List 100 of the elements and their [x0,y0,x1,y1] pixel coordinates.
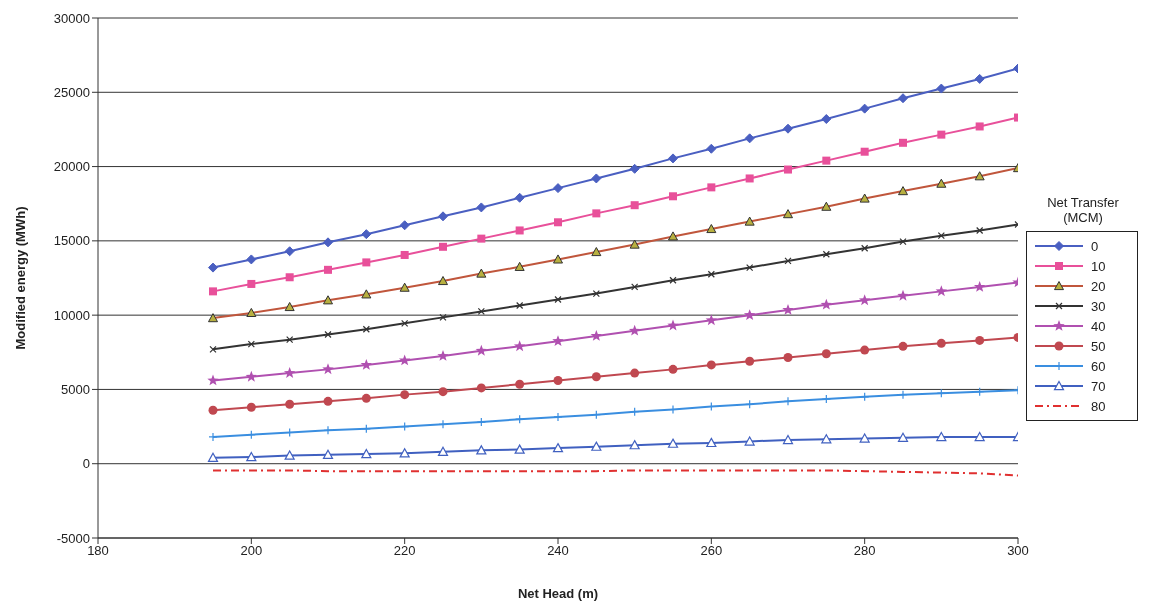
point [898,341,908,351]
point [784,165,792,174]
point [514,444,525,454]
point [744,133,755,144]
point [554,218,562,227]
point [209,345,217,353]
point [361,393,371,403]
point [324,330,332,339]
y-tick-label: 10000 [53,307,90,323]
point [246,451,257,462]
point [553,183,563,194]
legend-label: 10 [1091,258,1106,274]
point [669,192,677,201]
point [668,364,678,374]
point [476,417,486,427]
y-tick-label: 30000 [53,10,90,26]
point [475,344,488,356]
point [399,448,410,458]
point [439,242,447,251]
legend-label: 70 [1091,378,1106,394]
legend-label: 0 [1091,238,1099,254]
point [973,280,986,292]
point [858,294,871,306]
legend-label: 80 [1091,398,1106,414]
x-tick-label: 200 [240,543,263,559]
point [322,363,334,375]
point [592,290,600,298]
point [936,83,947,94]
point [247,340,255,348]
x-axis-title: Net Head (m) [517,586,599,601]
point [898,93,908,104]
point [208,432,218,442]
point [324,265,332,274]
point [399,220,410,231]
point [821,114,832,125]
point [705,314,718,326]
point [438,211,448,222]
point [246,402,256,412]
point [899,238,907,246]
point [285,399,295,409]
point [936,338,946,348]
x-tick-label: 300 [1007,543,1029,559]
point [284,246,295,257]
point [820,298,833,310]
point [975,122,984,131]
point [899,138,907,147]
point [975,335,985,345]
point [208,262,218,273]
point [323,237,333,248]
x-tick-label: 180 [87,543,109,559]
point [936,388,946,398]
point [592,209,601,218]
point [783,352,793,362]
point [783,123,793,134]
legend-label: 50 [1091,338,1106,354]
point [515,226,524,235]
legend-title: Net Transfer (MCM) [1046,195,1120,225]
point [706,437,717,448]
point [246,254,257,265]
point [361,448,372,459]
point [782,303,794,315]
point [590,329,603,341]
point [745,356,755,366]
y-tick-label: 20000 [53,159,90,175]
x-tick-label: 240 [547,543,569,559]
point [516,301,524,310]
point [669,276,677,284]
point [897,432,909,442]
point [935,285,948,297]
point [477,234,486,243]
point [284,450,295,460]
point [631,283,639,291]
point [668,153,678,164]
point [247,279,256,288]
point [245,370,258,382]
point [630,368,640,378]
point [476,202,487,213]
y-tick-label: 25000 [53,84,90,100]
point [667,438,679,448]
point [553,412,563,422]
point [208,405,218,415]
legend-label: 40 [1091,318,1106,334]
point [207,374,219,386]
y-tick-label: -5000 [56,530,90,546]
y-tick-label: 5000 [61,382,90,398]
point [437,350,449,361]
point [706,143,717,154]
point [437,446,449,457]
point [707,183,716,192]
point [860,147,869,156]
point [322,449,334,459]
point [554,295,562,304]
point [745,174,754,183]
point [398,354,411,366]
point [784,257,792,265]
point [629,440,640,450]
point [897,289,909,301]
point [743,309,756,320]
y-tick-label: 0 [82,456,90,472]
point [744,436,755,446]
